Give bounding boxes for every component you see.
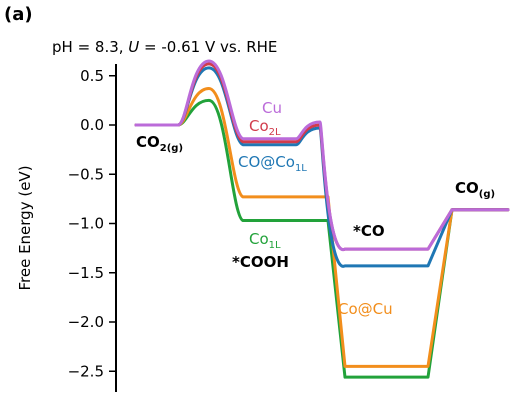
series-lines (134, 59, 510, 379)
title-part-1: pH = 8.3, (52, 38, 128, 56)
series-line-co-cu (134, 87, 510, 368)
chart-title: pH = 8.3, U = -0.61 V vs. RHE (52, 38, 277, 56)
series-line-cu (134, 59, 510, 251)
y-tick-label: 0.0 (80, 116, 104, 134)
y-tick-label: −1.5 (68, 264, 104, 282)
panel-label: (a) (4, 4, 33, 25)
series-label-cu: Cu (262, 99, 282, 117)
y-tick-label: −2.5 (68, 362, 104, 380)
state-label-co-adsorbed: *CO (353, 222, 385, 240)
title-part-2: U (128, 38, 139, 56)
y-tick-label: −2.0 (68, 313, 104, 331)
y-ticks: 0.5 0.0 −0.5 −1.0 −1.5 −2.0 −2.5 (68, 67, 116, 380)
title-part-3: = -0.61 V vs. RHE (139, 38, 277, 56)
series-line-co1l (134, 98, 510, 379)
series-label-co-cu: Co@Cu (338, 300, 393, 318)
state-label-co-gas: CO(g) (455, 179, 495, 200)
state-label-co2-gas: CO2(g) (136, 133, 183, 154)
series-line-co-co1l (134, 66, 510, 268)
y-tick-label: 0.5 (80, 67, 104, 85)
series-label-co1l: Co1L (249, 230, 281, 251)
series-label-co-co1l: CO@Co1L (238, 153, 307, 174)
series-label-co2l: Co2L (249, 117, 281, 138)
y-tick-label: −0.5 (68, 165, 104, 183)
state-label-cooh: *COOH (232, 253, 289, 271)
y-axis-label: Free Energy (eV) (16, 165, 34, 290)
state-labels: CO2(g) *COOH *CO CO(g) (136, 133, 495, 271)
y-tick-label: −1.0 (68, 215, 104, 233)
